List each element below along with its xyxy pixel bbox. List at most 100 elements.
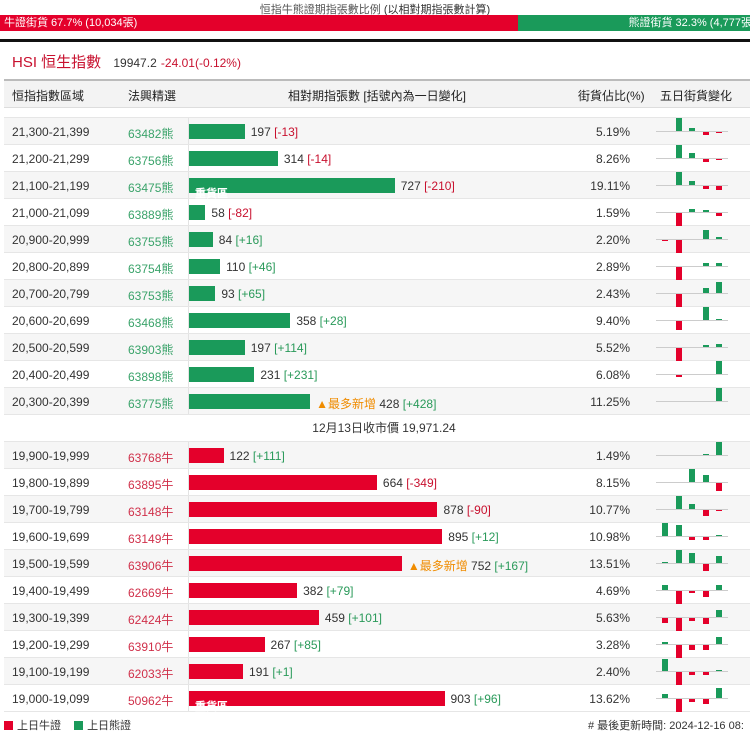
table-row[interactable]: 20,600-20,699 63468熊 358 [+28] 9.40% bbox=[4, 307, 750, 334]
quantity-bar bbox=[189, 664, 244, 679]
warrant-code-link[interactable]: 63148牛 bbox=[128, 505, 174, 519]
sparkline-bar bbox=[716, 282, 722, 293]
range-cell: 20,700-20,799 bbox=[12, 287, 90, 301]
daily-change: [+79] bbox=[326, 584, 354, 598]
warrant-code-link[interactable]: 62424牛 bbox=[128, 613, 174, 627]
table-row[interactable]: 19,500-19,599 63906牛 ▲最多新增 752 [+167] 13.51… bbox=[4, 550, 750, 577]
quantity-bar bbox=[189, 232, 213, 247]
quantity-cell: 58 [-82] bbox=[188, 199, 252, 225]
warrant-code-link[interactable]: 63468熊 bbox=[128, 316, 174, 330]
five-day-sparkline bbox=[656, 226, 728, 253]
table-row[interactable]: 19,200-19,299 63910牛 267 [+85] 3.28% bbox=[4, 631, 750, 658]
sparkline-bar bbox=[716, 344, 722, 347]
warrant-code-link[interactable]: 63755熊 bbox=[128, 235, 174, 249]
table-row[interactable]: 20,500-20,599 63903熊 197 [+114] 5.52% bbox=[4, 334, 750, 361]
quantity-label: ▲最多新增 428 [+428] bbox=[316, 395, 436, 412]
range-cell: 20,300-20,399 bbox=[12, 395, 90, 409]
sparkline-bar bbox=[716, 442, 722, 455]
quantity-label: 727 [-210] bbox=[401, 179, 455, 193]
table-row[interactable]: 19,800-19,899 63895牛 664 [-349] 8.15% bbox=[4, 469, 750, 496]
warrant-code-link[interactable]: 63753熊 bbox=[128, 289, 174, 303]
warrant-code-link[interactable]: 62669牛 bbox=[128, 586, 174, 600]
warrant-code-link[interactable]: 63895牛 bbox=[128, 478, 174, 492]
quantity-bar bbox=[189, 259, 221, 274]
warrant-code-link[interactable]: 63754熊 bbox=[128, 262, 174, 276]
warrant-code-link[interactable]: 63898熊 bbox=[128, 370, 174, 384]
sparkline-baseline bbox=[656, 185, 728, 186]
table-row[interactable]: 19,600-19,699 63149牛 895 [+12] 10.98% bbox=[4, 523, 750, 550]
sparkline-bar bbox=[675, 321, 682, 330]
quantity-bar bbox=[189, 394, 311, 409]
table-row[interactable]: 20,700-20,799 63753熊 93 [+65] 2.43% bbox=[4, 280, 750, 307]
warrant-code-link[interactable]: 63149牛 bbox=[128, 532, 174, 546]
table-row[interactable]: 20,400-20,499 63898熊 231 [+231] 6.08% bbox=[4, 361, 750, 388]
quantity-bar bbox=[189, 610, 319, 625]
warrant-code-link[interactable]: 63910牛 bbox=[128, 640, 174, 654]
five-day-sparkline bbox=[656, 496, 728, 522]
range-cell: 20,900-20,999 bbox=[12, 233, 90, 247]
warrant-code-link[interactable]: 63482熊 bbox=[128, 127, 174, 141]
sparkline-baseline bbox=[656, 536, 728, 537]
table-row[interactable]: 19,300-19,399 62424牛 459 [+101] 5.63% bbox=[4, 604, 750, 631]
percent-cell: 3.28% bbox=[595, 638, 630, 652]
range-cell: 21,300-21,399 bbox=[12, 125, 90, 139]
table-row[interactable]: 19,700-19,799 63148牛 878 [-90] 10.77% bbox=[4, 496, 750, 523]
quantity-bar bbox=[189, 475, 377, 490]
sparkline-bar bbox=[689, 209, 695, 212]
warrant-code-link[interactable]: 50962牛 bbox=[128, 694, 174, 708]
table-row[interactable]: 19,400-19,499 62669牛 382 [+79] 4.69% bbox=[4, 577, 750, 604]
warrant-code-link[interactable]: 63906牛 bbox=[128, 559, 174, 573]
table-row[interactable]: 19,900-19,999 63768牛 122 [+111] 1.49% bbox=[4, 442, 750, 469]
sparkline-bar bbox=[702, 475, 709, 482]
warrant-code-link[interactable]: 62033牛 bbox=[128, 667, 174, 681]
quantity-cell: 878 [-90] bbox=[188, 496, 491, 522]
sparkline-bar bbox=[662, 642, 668, 644]
sparkline-bar bbox=[689, 591, 695, 593]
warrant-code-link[interactable]: 63768牛 bbox=[128, 451, 174, 465]
quantity-cell: 重貨區 903 [+96] bbox=[188, 685, 501, 713]
sparkline-bar bbox=[716, 213, 722, 216]
table-row[interactable]: 20,900-20,999 63755熊 84 [+16] 2.20% bbox=[4, 226, 750, 253]
quantity-value: 878 bbox=[443, 503, 467, 517]
sparkline-bar bbox=[675, 267, 682, 280]
warrant-code-link[interactable]: 63889熊 bbox=[128, 208, 174, 222]
table-row[interactable]: 20,300-20,399 63775熊 ▲最多新增 428 [+428] 11.25… bbox=[4, 388, 750, 415]
quantity-value: 752 bbox=[471, 559, 495, 573]
table-row[interactable]: 21,000-21,099 63889熊 58 [-82] 1.59% bbox=[4, 199, 750, 226]
index-name[interactable]: HSI 恒生指數 bbox=[12, 54, 102, 71]
sparkline-baseline bbox=[656, 590, 728, 591]
quantity-cell: 122 [+111] bbox=[188, 442, 285, 468]
quantity-bar bbox=[189, 313, 291, 328]
quantity-cell: 314 [-14] bbox=[188, 145, 331, 171]
sparkline-bar bbox=[675, 118, 682, 131]
warrant-code-link[interactable]: 63775熊 bbox=[128, 397, 174, 411]
warrant-code-link[interactable]: 63756熊 bbox=[128, 154, 174, 168]
daily-change: [-13] bbox=[274, 125, 299, 139]
five-day-sparkline bbox=[656, 361, 728, 387]
sparkline-bar bbox=[702, 186, 709, 189]
table-row[interactable]: 19,100-19,199 62033牛 191 [+1] 2.40% bbox=[4, 658, 750, 685]
index-value: 19947.2 bbox=[113, 56, 157, 70]
five-day-sparkline bbox=[656, 307, 728, 333]
table-row[interactable]: 21,300-21,399 63482熊 197 [-13] 5.19% bbox=[4, 118, 750, 145]
quantity-label: 903 [+96] bbox=[451, 692, 501, 706]
sparkline-bar bbox=[689, 504, 695, 509]
cbbc-distribution-table: 恒指指數區域 法興精選 相對期指張數 [括號內為一日變化] 街貨佔比(%) 五日… bbox=[4, 79, 750, 713]
sparkline-baseline bbox=[656, 563, 728, 564]
quantity-label: 93 [+65] bbox=[221, 287, 265, 301]
sparkline-bar bbox=[702, 132, 709, 135]
percent-cell: 1.59% bbox=[595, 206, 630, 220]
sparkline-bar bbox=[702, 210, 709, 212]
range-cell: 19,900-19,999 bbox=[12, 449, 90, 463]
table-row[interactable]: 21,200-21,299 63756熊 314 [-14] 8.26% bbox=[4, 145, 750, 172]
table-row[interactable]: 20,800-20,899 63754熊 110 [+46] 2.89% bbox=[4, 253, 750, 280]
daily-change: [+1] bbox=[272, 665, 293, 679]
warrant-code-link[interactable]: 63475熊 bbox=[128, 181, 174, 195]
daily-change: [+96] bbox=[473, 692, 501, 706]
five-day-sparkline bbox=[656, 118, 728, 144]
table-row[interactable]: 21,100-21,199 63475熊 重貨區 727 [-210] 19.11% bbox=[4, 172, 750, 200]
legend-bear: 上日熊證 bbox=[74, 717, 131, 733]
warrant-code-link[interactable]: 63903熊 bbox=[128, 343, 174, 357]
sparkline-bar bbox=[689, 469, 695, 482]
table-row[interactable]: 19,000-19,099 50962牛 重貨區 903 [+96] 13.62% bbox=[4, 685, 750, 713]
